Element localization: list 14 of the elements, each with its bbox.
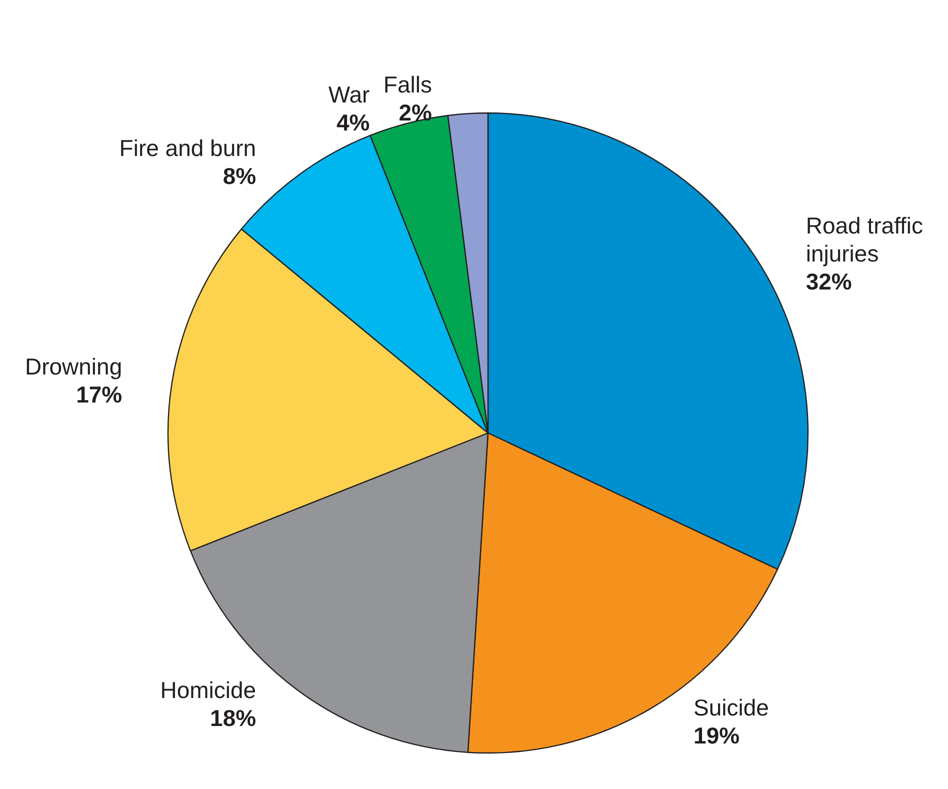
- data-label: 19%: [694, 722, 740, 748]
- slice-label: Homicide: [160, 677, 256, 704]
- slice-label: Road traffic injuries: [806, 212, 924, 266]
- data-label: 8%: [222, 162, 256, 189]
- slice-label: Fire and burn: [119, 134, 256, 161]
- data-label: 4%: [336, 110, 370, 136]
- slice-label: Drowning: [24, 354, 122, 380]
- data-label: 17%: [76, 382, 122, 408]
- data-label: 18%: [210, 705, 256, 732]
- slice-label: War: [328, 82, 370, 108]
- data-label: 2%: [398, 100, 432, 126]
- slice-label: Falls: [383, 72, 432, 98]
- data-label: 32%: [806, 268, 852, 294]
- slice-label: Suicide: [694, 694, 769, 720]
